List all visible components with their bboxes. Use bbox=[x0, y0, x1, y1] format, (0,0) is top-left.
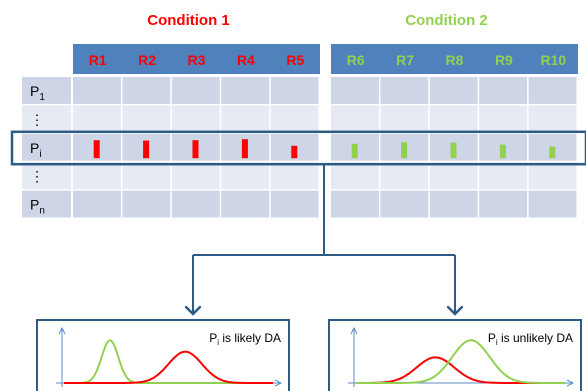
grid-cell bbox=[331, 77, 379, 104]
grid-cell bbox=[429, 162, 478, 190]
plot-label-subscript: i bbox=[496, 338, 498, 347]
replicate-label-r2: R2 bbox=[138, 52, 156, 68]
grid-cell bbox=[73, 162, 121, 190]
grid-cell bbox=[380, 162, 429, 190]
grid-cell bbox=[528, 190, 577, 218]
x-axis-arrow bbox=[274, 379, 283, 387]
plot-frame bbox=[36, 319, 290, 391]
replicate-label-r4: R4 bbox=[237, 52, 255, 68]
bar-r9 bbox=[499, 144, 506, 159]
plot-label: Pi is likely DA bbox=[209, 331, 281, 347]
y-axis-arrow bbox=[58, 326, 66, 335]
density-curve-2 bbox=[64, 350, 273, 384]
grid-cell bbox=[221, 77, 270, 104]
plot-label-text: is unlikely DA bbox=[498, 331, 573, 345]
distribution-plot-1: Pi is likely DA bbox=[36, 319, 290, 391]
plot-label-subscript: i bbox=[217, 338, 219, 347]
bar-r1 bbox=[93, 140, 100, 159]
row-label-cell bbox=[22, 162, 71, 190]
density-curve-2 bbox=[356, 339, 565, 384]
grid-cell bbox=[221, 190, 270, 218]
grid-cell bbox=[429, 190, 478, 218]
grid-cell bbox=[528, 162, 577, 190]
bar-r6 bbox=[351, 143, 358, 159]
grid-cell bbox=[122, 105, 171, 133]
row-label-subscript: n bbox=[39, 206, 45, 217]
bar-r2 bbox=[143, 140, 150, 159]
plot-frame bbox=[328, 319, 582, 391]
grid-cell bbox=[380, 190, 429, 218]
plot-label-text: is likely DA bbox=[219, 331, 281, 345]
grid-cell bbox=[270, 105, 319, 133]
grid-cell bbox=[270, 190, 319, 218]
grid-cell bbox=[331, 190, 379, 218]
replicate-label-r1: R1 bbox=[89, 52, 107, 68]
bar-r7 bbox=[401, 142, 408, 159]
condition-title-2: Condition 2 bbox=[405, 12, 488, 29]
condition-title-1: Condition 1 bbox=[147, 12, 230, 29]
grid-cell bbox=[528, 105, 577, 133]
replicate-label-r7: R7 bbox=[396, 52, 414, 68]
header-bar-condition-1 bbox=[73, 44, 320, 74]
bar-r10 bbox=[549, 146, 556, 159]
bar-r4 bbox=[241, 139, 248, 159]
row-label: Pi bbox=[30, 140, 42, 160]
grid-cell bbox=[221, 162, 270, 190]
distribution-plot-2: Pi is unlikely DA bbox=[328, 319, 582, 391]
row-label-subscript: 1 bbox=[39, 92, 45, 103]
highlight-frame bbox=[10, 130, 586, 166]
replicate-label-r5: R5 bbox=[286, 52, 304, 68]
grid-cell bbox=[73, 77, 121, 104]
row-label: ⋮ bbox=[30, 111, 44, 127]
grid-cell bbox=[73, 105, 121, 133]
grid-cell bbox=[331, 105, 379, 133]
grid-cell bbox=[429, 77, 478, 104]
grid-cell bbox=[171, 162, 220, 190]
grid-cell bbox=[122, 190, 171, 218]
grid-cell bbox=[122, 77, 171, 104]
bar-r3 bbox=[192, 140, 199, 159]
x-axis-arrow bbox=[566, 379, 575, 387]
grid-cell bbox=[171, 190, 220, 218]
grid-cell bbox=[331, 162, 379, 190]
y-axis-arrow bbox=[350, 326, 358, 335]
replicate-label-r6: R6 bbox=[347, 52, 365, 68]
bar-r8 bbox=[450, 142, 457, 159]
grid-cell bbox=[380, 105, 429, 133]
row-label-cell bbox=[22, 77, 71, 104]
grid-cell bbox=[429, 105, 478, 133]
row-label: ⋮ bbox=[30, 168, 44, 184]
replicate-label-r8: R8 bbox=[446, 52, 464, 68]
replicate-label-r3: R3 bbox=[188, 52, 206, 68]
replicate-label-r9: R9 bbox=[495, 52, 513, 68]
grid-cell bbox=[528, 77, 577, 104]
grid-cell bbox=[122, 162, 171, 190]
grid-cell bbox=[221, 105, 270, 133]
grid-cell bbox=[479, 77, 528, 104]
plot-label: Pi is unlikely DA bbox=[488, 331, 573, 347]
grid-cell bbox=[479, 105, 528, 133]
row-label-subscript: i bbox=[39, 149, 41, 160]
grid-cell bbox=[380, 77, 429, 104]
row-label-cell bbox=[22, 105, 71, 133]
row-label-cell bbox=[22, 190, 71, 218]
grid-cell bbox=[479, 190, 528, 218]
replicate-label-r10: R10 bbox=[540, 52, 566, 68]
grid-cell bbox=[270, 162, 319, 190]
bar-r5 bbox=[291, 145, 298, 159]
header-bar-condition-2 bbox=[331, 44, 578, 74]
grid-cell bbox=[171, 105, 220, 133]
row-label-cell bbox=[22, 133, 71, 161]
grid-cell bbox=[171, 77, 220, 104]
grid-cell bbox=[270, 77, 319, 104]
grid-cell bbox=[73, 190, 121, 218]
grid-cell bbox=[479, 162, 528, 190]
